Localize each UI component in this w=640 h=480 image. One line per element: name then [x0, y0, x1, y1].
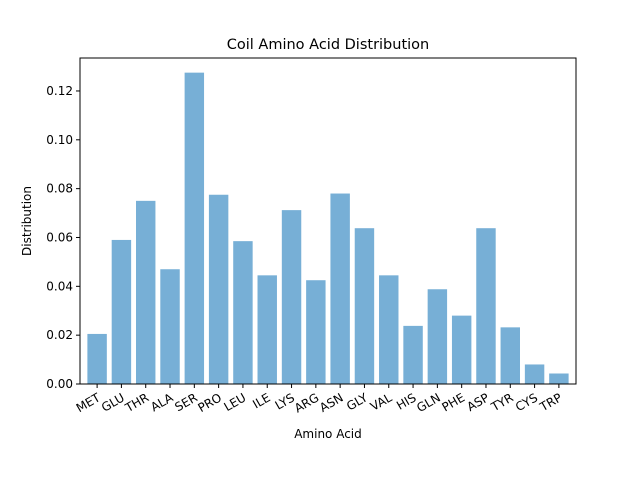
x-tick-label: LEU	[221, 390, 248, 414]
x-tick-label: ASP	[465, 390, 492, 414]
bar-gln	[427, 289, 448, 384]
bar-val	[379, 275, 399, 384]
x-tick-label: GLN	[414, 390, 443, 415]
x-tick-label: CYS	[513, 390, 540, 414]
plot-frame	[79, 57, 577, 385]
bar-glu	[111, 239, 132, 384]
y-tick-label: 0.04	[46, 279, 73, 293]
bar-thr	[136, 200, 156, 384]
x-tick-label: PRO	[195, 390, 224, 415]
y-axis-ticks: 0.00 0.02 0.04 0.06 0.08 0.10 0.12	[46, 84, 80, 391]
x-tick-label: TRP	[537, 390, 565, 414]
y-tick-label: 0.02	[46, 328, 73, 342]
x-tick-label: GLY	[344, 390, 370, 413]
bar-his	[403, 325, 423, 384]
bar-pro	[208, 194, 229, 384]
bar-phe	[451, 315, 472, 384]
x-tick-label: ILE	[250, 390, 272, 411]
bar-leu	[233, 241, 253, 384]
bars-group	[87, 72, 569, 385]
x-tick-label: VAL	[368, 390, 395, 413]
y-tick-label: 0.12	[46, 84, 73, 98]
x-tick-label: PHE	[440, 390, 468, 414]
x-tick-label: TYR	[488, 390, 516, 414]
x-axis-label: Amino Acid	[294, 427, 362, 441]
bar-ser	[184, 72, 205, 385]
x-tick-label: THR	[122, 390, 151, 415]
y-axis-label: Distribution	[20, 186, 34, 256]
bar-asp	[476, 228, 496, 384]
y-tick-label: 0.08	[46, 182, 73, 196]
bar-ala	[160, 269, 180, 384]
y-tick-label: 0.10	[46, 133, 73, 147]
bar-met	[87, 333, 107, 384]
y-tick-label: 0.00	[46, 377, 73, 391]
bar-gly	[354, 228, 375, 384]
x-tick-label: ASN	[317, 390, 345, 415]
bar-cys	[524, 364, 545, 384]
bar-asn	[330, 193, 350, 384]
bar-tyr	[500, 327, 520, 384]
bar-lys	[281, 210, 302, 384]
bar-arg	[306, 280, 326, 384]
y-tick-label: 0.06	[46, 230, 73, 244]
bar-ile	[257, 275, 277, 384]
bar-trp	[549, 373, 569, 384]
chart-title: Coil Amino Acid Distribution	[227, 37, 429, 53]
